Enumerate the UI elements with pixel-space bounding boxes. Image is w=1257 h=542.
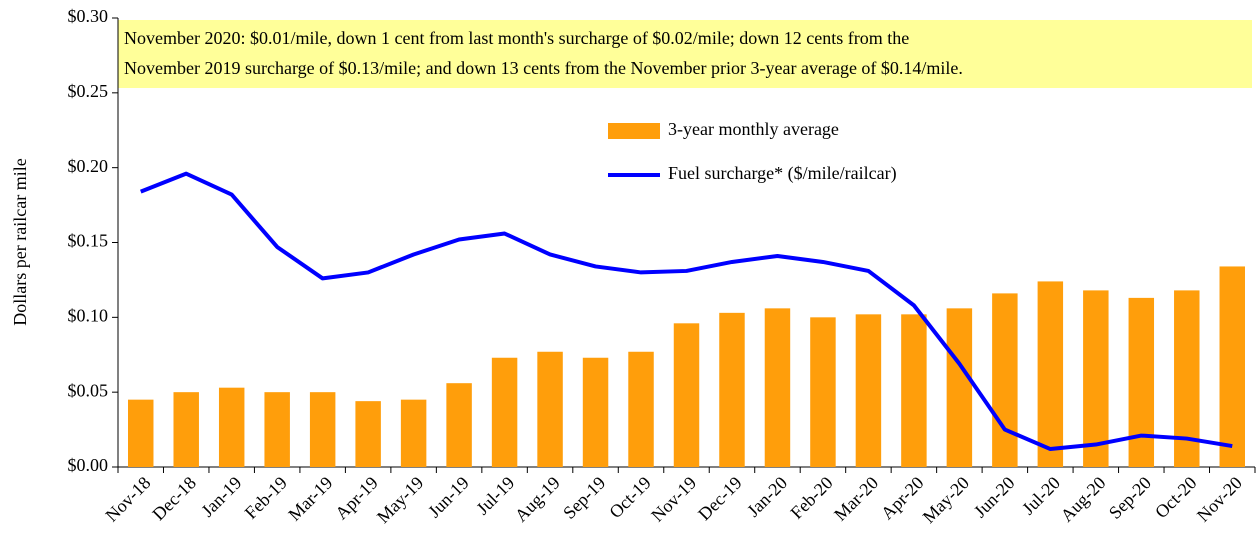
bar <box>628 351 654 467</box>
y-tick-label: $0.10 <box>68 305 109 325</box>
bar <box>355 401 381 467</box>
y-tick-label: $0.20 <box>68 156 109 176</box>
x-tick-label: Nov-19 <box>647 473 700 526</box>
bar <box>673 323 700 467</box>
bar <box>128 399 154 467</box>
x-tick-label: Jun-20 <box>970 473 1019 522</box>
x-tick-label: Nov-20 <box>1193 473 1246 526</box>
x-tick-label: Jan-19 <box>197 473 245 521</box>
bar <box>309 392 336 467</box>
bar <box>901 314 927 467</box>
y-tick-label: $0.25 <box>68 81 109 101</box>
x-tick-label: May-19 <box>373 473 427 527</box>
line <box>140 171 1233 452</box>
x-tick-label: May-20 <box>919 473 973 527</box>
x-tick-label: Jan-20 <box>743 473 791 521</box>
bar <box>582 357 609 467</box>
y-tick-label: $0.00 <box>68 455 109 475</box>
y-tick-label: $0.30 <box>68 6 109 26</box>
y-tick-label: $0.05 <box>68 380 109 400</box>
x-tick-label: Mar-20 <box>830 473 882 525</box>
bar <box>264 392 290 467</box>
annotation-box <box>118 20 1252 88</box>
bar <box>1219 266 1245 467</box>
x-tick-label: Nov-18 <box>101 473 154 526</box>
bar <box>1128 297 1155 467</box>
bar <box>446 383 472 467</box>
x-tick-label: Feb-20 <box>786 473 836 523</box>
annotation: November 2019 surcharge of $0.13/mile; a… <box>124 58 963 78</box>
bar <box>855 314 882 467</box>
legend-swatch <box>608 123 660 139</box>
bar <box>764 308 791 467</box>
y-tick-label: $0.15 <box>68 231 109 251</box>
x-tick-label: Dec-18 <box>148 473 200 525</box>
bar <box>719 312 745 467</box>
y-axis-label: Dollars per railcar mile <box>10 158 30 325</box>
bar <box>218 387 245 467</box>
bar <box>173 392 199 467</box>
bar <box>537 351 563 467</box>
x-tick-label: Mar-19 <box>284 473 336 525</box>
x-tick-label: Aug-19 <box>511 473 564 526</box>
legend-label: 3-year monthly average <box>668 119 839 139</box>
annotation: November 2020: $0.01/mile, down 1 cent f… <box>124 28 909 48</box>
bar <box>992 293 1018 467</box>
bar <box>491 357 518 467</box>
x-tick-label: Feb-19 <box>241 473 291 523</box>
bar <box>1083 290 1109 467</box>
legend-label: Fuel surcharge* ($/mile/railcar) <box>668 163 897 184</box>
bar <box>400 399 427 467</box>
x-tick-label: Sep-20 <box>1105 473 1155 523</box>
x-tick-label: Oct-20 <box>1151 473 1200 522</box>
bar <box>810 317 836 467</box>
x-tick-label: Sep-19 <box>559 473 609 523</box>
x-tick-label: Oct-19 <box>605 473 654 522</box>
x-tick-label: Aug-20 <box>1057 473 1110 526</box>
bar <box>946 308 973 467</box>
bar <box>1037 281 1064 467</box>
x-tick-label: Jun-19 <box>424 473 473 522</box>
x-tick-label: Dec-19 <box>694 473 746 525</box>
